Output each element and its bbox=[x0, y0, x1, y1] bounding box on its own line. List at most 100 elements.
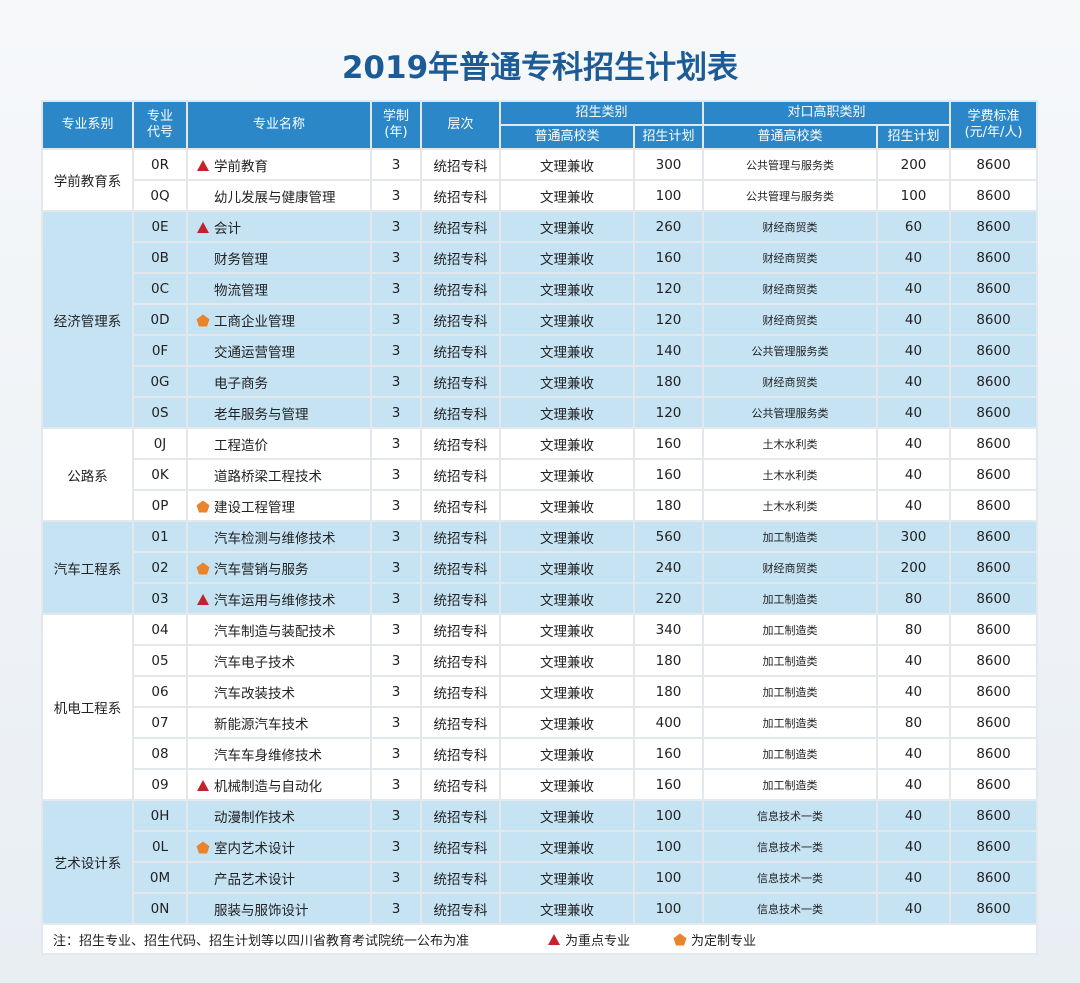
name-text: 汽车改装技术 bbox=[214, 685, 295, 702]
fee-cell: 8600 bbox=[951, 398, 1037, 427]
voc-type-cell: 信息技术一类 bbox=[704, 801, 877, 830]
name-cell: 汽车电子技术 bbox=[188, 646, 370, 675]
table-row: 09 机械制造与自动化 3 统招专科 文理兼收 160 加工制造类 40 8600 bbox=[43, 770, 1037, 799]
voc-plan-cell: 40 bbox=[878, 770, 950, 799]
name-cell: 产品艺术设计 bbox=[188, 863, 370, 892]
years-cell: 3 bbox=[372, 894, 420, 923]
name-text: 新能源汽车技术 bbox=[214, 716, 309, 733]
type-cell: 文理兼收 bbox=[501, 770, 633, 799]
voc-type-cell: 公共管理与服务类 bbox=[704, 181, 877, 210]
level-cell: 统招专科 bbox=[422, 150, 499, 179]
table-row: 0F 交通运营管理 3 统招专科 文理兼收 140 公共管理服务类 40 8600 bbox=[43, 336, 1037, 365]
plan-cell: 160 bbox=[635, 243, 703, 272]
plan-cell: 180 bbox=[635, 367, 703, 396]
name-text: 交通运营管理 bbox=[214, 344, 295, 361]
table-row: 05 汽车电子技术 3 统招专科 文理兼收 180 加工制造类 40 8600 bbox=[43, 646, 1037, 675]
code-cell: 0L bbox=[134, 832, 186, 861]
voc-plan-cell: 40 bbox=[878, 646, 950, 675]
triangle-shape bbox=[197, 159, 209, 171]
code-cell: 0J bbox=[134, 429, 186, 458]
fee-cell: 8600 bbox=[951, 460, 1037, 489]
pentagon-marker bbox=[673, 933, 687, 945]
plan-cell: 100 bbox=[635, 801, 703, 830]
type-cell: 文理兼收 bbox=[501, 584, 633, 613]
type-cell: 文理兼收 bbox=[501, 615, 633, 644]
name-cell: 学前教育 bbox=[188, 150, 370, 179]
years-cell: 3 bbox=[372, 243, 420, 272]
header-cell: 层次 bbox=[422, 102, 499, 148]
level-cell: 统招专科 bbox=[422, 429, 499, 458]
voc-type-cell: 加工制造类 bbox=[704, 708, 877, 737]
triangle-marker bbox=[197, 221, 209, 233]
name-cell: 室内艺术设计 bbox=[188, 832, 370, 861]
level-cell: 统招专科 bbox=[422, 739, 499, 768]
pentagon-marker bbox=[196, 562, 210, 574]
type-cell: 文理兼收 bbox=[501, 398, 633, 427]
table-row: 0L 室内艺术设计 3 统招专科 文理兼收 100 信息技术一类 40 8600 bbox=[43, 832, 1037, 861]
voc-type-cell: 土木水利类 bbox=[704, 491, 877, 520]
type-cell: 文理兼收 bbox=[501, 677, 633, 706]
table-row: 06 汽车改装技术 3 统招专科 文理兼收 180 加工制造类 40 8600 bbox=[43, 677, 1037, 706]
level-cell: 统招专科 bbox=[422, 336, 499, 365]
code-cell: 06 bbox=[134, 677, 186, 706]
name-cell: 汽车制造与装配技术 bbox=[188, 615, 370, 644]
table-row: 0K 道路桥梁工程技术 3 统招专科 文理兼收 160 土木水利类 40 8600 bbox=[43, 460, 1037, 489]
voc-type-cell: 信息技术一类 bbox=[704, 894, 877, 923]
name-text: 汽车制造与装配技术 bbox=[214, 623, 336, 640]
years-cell: 3 bbox=[372, 522, 420, 551]
fee-cell: 8600 bbox=[951, 832, 1037, 861]
years-cell: 3 bbox=[372, 801, 420, 830]
level-cell: 统招专科 bbox=[422, 584, 499, 613]
type-cell: 文理兼收 bbox=[501, 646, 633, 675]
name-text: 动漫制作技术 bbox=[214, 809, 295, 826]
type-cell: 文理兼收 bbox=[501, 832, 633, 861]
type-cell: 文理兼收 bbox=[501, 708, 633, 737]
years-cell: 3 bbox=[372, 460, 420, 489]
years-cell: 3 bbox=[372, 832, 420, 861]
name-cell: 会计 bbox=[188, 212, 370, 241]
pentagon-shape bbox=[673, 933, 687, 945]
level-cell: 统招专科 bbox=[422, 646, 499, 675]
level-cell: 统招专科 bbox=[422, 708, 499, 737]
dept-cell: 汽车工程系 bbox=[43, 522, 132, 613]
table-row: 0G 电子商务 3 统招专科 文理兼收 180 财经商贸类 40 8600 bbox=[43, 367, 1037, 396]
name-text: 汽车车身维修技术 bbox=[214, 747, 322, 764]
pentagon-marker bbox=[196, 500, 210, 512]
code-cell: 02 bbox=[134, 553, 186, 582]
type-cell: 文理兼收 bbox=[501, 150, 633, 179]
table-row: 0Q 幼儿发展与健康管理 3 统招专科 文理兼收 100 公共管理与服务类 100 8600 bbox=[43, 181, 1037, 210]
voc-type-cell: 财经商贸类 bbox=[704, 212, 877, 241]
triangle-shape bbox=[197, 221, 209, 233]
header-cell: 普通高校类 bbox=[704, 126, 877, 148]
voc-plan-cell: 40 bbox=[878, 367, 950, 396]
name-cell: 工程造价 bbox=[188, 429, 370, 458]
name-cell: 汽车检测与维修技术 bbox=[188, 522, 370, 551]
pentagon-shape bbox=[196, 314, 210, 326]
voc-plan-cell: 40 bbox=[878, 863, 950, 892]
header-cell: 普通高校类 bbox=[501, 126, 633, 148]
triangle-shape bbox=[197, 593, 209, 605]
type-cell: 文理兼收 bbox=[501, 243, 633, 272]
voc-type-cell: 信息技术一类 bbox=[704, 832, 877, 861]
code-cell: 0C bbox=[134, 274, 186, 303]
dept-cell: 学前教育系 bbox=[43, 150, 132, 210]
level-cell: 统招专科 bbox=[422, 305, 499, 334]
table-header: 专业系别 专业 代号 专业名称 学制 (年) 层次 招生类别 对口高职类别 学费… bbox=[43, 102, 1037, 148]
table-row: 02 汽车营销与服务 3 统招专科 文理兼收 240 财经商贸类 200 8600 bbox=[43, 553, 1037, 582]
years-cell: 3 bbox=[372, 150, 420, 179]
header-cell: 学费标准 (元/年/人) bbox=[951, 102, 1037, 148]
name-cell: 新能源汽车技术 bbox=[188, 708, 370, 737]
table-row: 艺术设计系 0H 动漫制作技术 3 统招专科 文理兼收 100 信息技术一类 40 8600 bbox=[43, 801, 1037, 923]
plan-cell: 160 bbox=[635, 460, 703, 489]
voc-plan-cell: 40 bbox=[878, 243, 950, 272]
name-text: 建设工程管理 bbox=[214, 499, 295, 516]
table-row: 0S 老年服务与管理 3 统招专科 文理兼收 120 公共管理服务类 40 8600 bbox=[43, 398, 1037, 427]
triangle-marker bbox=[548, 933, 560, 945]
type-cell: 文理兼收 bbox=[501, 274, 633, 303]
years-cell: 3 bbox=[372, 336, 420, 365]
code-cell: 0R bbox=[134, 150, 186, 179]
fee-cell: 8600 bbox=[951, 646, 1037, 675]
fee-cell: 8600 bbox=[951, 181, 1037, 210]
name-text: 财务管理 bbox=[214, 251, 268, 268]
type-cell: 文理兼收 bbox=[501, 863, 633, 892]
